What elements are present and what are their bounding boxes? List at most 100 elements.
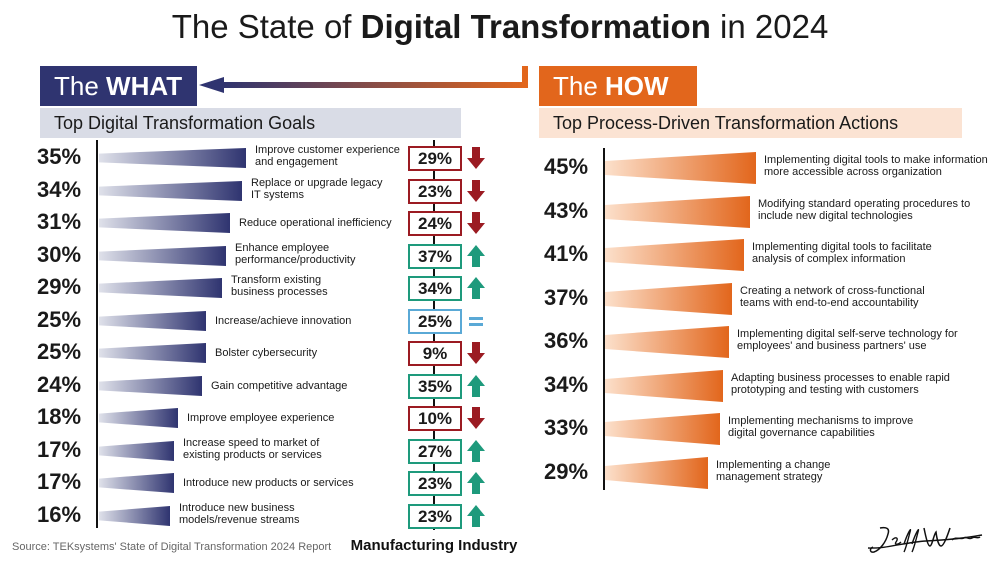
page-title: The State of Digital Transformation in 2… (0, 8, 1000, 46)
goal-category-label: Reduce operational inefficiency (239, 217, 392, 229)
actions-axis-line (603, 148, 605, 490)
goal-value-label: 16% (37, 501, 82, 527)
trend-up-arrow-icon (467, 244, 485, 267)
manufacturing-axis-line (433, 140, 435, 530)
goal-value-label: 18% (37, 404, 82, 429)
action-value-label: 43% (544, 197, 589, 223)
action-bar (605, 413, 720, 445)
title-prefix: The State of (171, 8, 361, 45)
action-bar (605, 239, 744, 271)
goal-category-label: Replace or upgrade legacy IT systems (251, 176, 383, 201)
goal-bar (99, 505, 170, 526)
goal-bar (99, 343, 206, 363)
goal-value-label: 25% (37, 339, 82, 364)
trend-up-arrow-icon (467, 277, 485, 299)
goal-category-label: Increase/achieve innovation (215, 314, 352, 327)
trend-down-arrow-icon (467, 342, 485, 364)
goal-category-label: Increase speed to market of existing pro… (183, 436, 322, 461)
goal-bar (99, 180, 242, 201)
goal-bar (99, 375, 202, 396)
action-category-label: Implementing mechanisms to improve digit… (728, 415, 914, 439)
manufacturing-value: 23% (408, 178, 462, 204)
trend-equal-icon (469, 316, 483, 326)
goal-category-label: Transform existing business processes (231, 274, 328, 298)
title-suffix: in 2024 (710, 8, 829, 45)
action-value-label: 37% (544, 284, 589, 310)
action-value-label: 45% (544, 154, 589, 179)
source-note: Source: TEKsystems' State of Digital Tra… (12, 541, 332, 553)
manufacturing-value: 10% (408, 406, 462, 431)
trend-down-arrow-icon (467, 407, 485, 429)
manufacturing-value: 37% (408, 243, 462, 269)
manufacturing-value: 27% (408, 438, 462, 464)
manufacturing-value: 29% (408, 146, 462, 171)
what-subtitle: Top Digital Transformation Goals (40, 108, 461, 138)
what-header: The WHAT (40, 66, 197, 106)
action-category-label: Adapting business processes to enable ra… (731, 371, 950, 396)
goal-category-label: Improve employee experience (187, 412, 335, 424)
trend-up-arrow-icon (467, 374, 485, 397)
goal-bar (99, 213, 230, 233)
goal-bar (99, 148, 246, 168)
what-header-prefix: The (54, 71, 107, 101)
action-value-label: 41% (544, 241, 589, 266)
goals-axis-line (96, 140, 98, 528)
action-category-label: Implementing a change management strateg… (716, 458, 831, 483)
trend-up-arrow-icon (467, 439, 485, 462)
goal-bar (99, 408, 178, 428)
action-category-label: Implementing digital self-serve technolo… (737, 328, 958, 352)
goal-category-label: Enhance employee performance/productivit… (235, 241, 356, 266)
manufacturing-value: 9% (408, 341, 462, 366)
action-bar (605, 456, 708, 489)
manufacturing-value: 25% (408, 308, 462, 334)
how-header: The HOW (539, 66, 697, 106)
goal-value-label: 17% (37, 436, 82, 462)
manufacturing-value: 23% (408, 471, 462, 496)
action-bar (605, 282, 732, 315)
manufacturing-value: 34% (408, 276, 462, 301)
trend-down-arrow-icon (467, 212, 485, 234)
action-value-label: 34% (544, 371, 589, 397)
goal-category-label: Introduce new business models/revenue st… (179, 501, 300, 526)
title-bold: Digital Transformation (360, 8, 711, 45)
goal-category-label: Gain competitive advantage (211, 379, 348, 392)
how-header-bold: HOW (605, 71, 669, 101)
manufacturing-value: 23% (408, 503, 462, 529)
how-header-prefix: The (553, 71, 606, 101)
trend-up-arrow-icon (467, 472, 485, 494)
action-bar (605, 195, 750, 228)
trend-up-arrow-icon (467, 504, 485, 527)
manufacturing-value: 35% (408, 373, 462, 399)
action-bar (605, 326, 729, 358)
goal-category-label: Introduce new products or services (183, 477, 354, 489)
goal-value-label: 34% (37, 176, 82, 202)
goal-value-label: 24% (37, 371, 82, 397)
action-value-label: 33% (544, 415, 589, 440)
goal-bar (99, 473, 174, 493)
goal-bar (99, 245, 226, 266)
action-bar (605, 369, 723, 402)
goal-category-label: Improve customer experience and engageme… (255, 144, 400, 168)
goal-category-label: Bolster cybersecurity (215, 347, 318, 359)
goal-bar (99, 310, 206, 331)
action-category-label: Creating a network of cross-functional t… (740, 284, 925, 309)
arrow-riser (522, 66, 528, 88)
goal-value-label: 30% (37, 241, 82, 267)
arrow-shaft (222, 82, 528, 88)
goal-value-label: 31% (37, 209, 82, 234)
trend-down-arrow-icon (467, 147, 485, 169)
goal-value-label: 35% (37, 144, 82, 169)
action-bar (605, 152, 756, 184)
how-subtitle: Top Process-Driven Transformation Action… (539, 108, 962, 138)
action-category-label: Modifying standard operating procedures … (758, 197, 971, 222)
goal-bar (99, 278, 222, 298)
goal-value-label: 25% (37, 306, 82, 332)
manufacturing-title: Manufacturing Industry (350, 537, 518, 554)
action-value-label: 29% (544, 458, 589, 484)
goal-value-label: 29% (37, 274, 82, 299)
goal-bar (99, 440, 174, 461)
what-header-bold: WHAT (106, 71, 183, 101)
trend-down-arrow-icon (467, 179, 485, 202)
manufacturing-value: 24% (408, 211, 462, 236)
